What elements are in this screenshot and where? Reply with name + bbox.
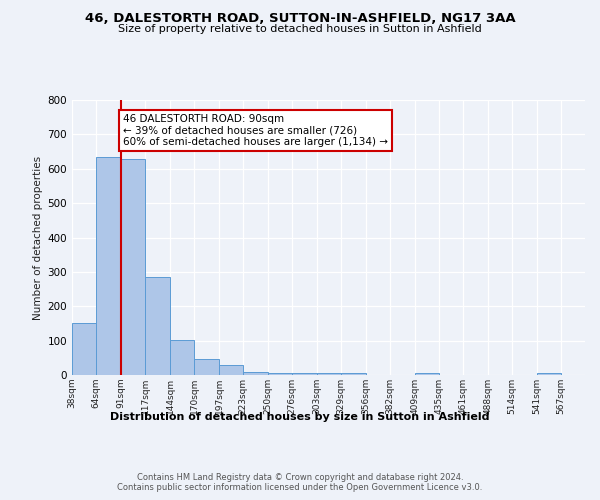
Text: Distribution of detached houses by size in Sutton in Ashfield: Distribution of detached houses by size … <box>110 412 490 422</box>
Text: 46 DALESTORTH ROAD: 90sqm
← 39% of detached houses are smaller (726)
60% of semi: 46 DALESTORTH ROAD: 90sqm ← 39% of detac… <box>123 114 388 147</box>
Bar <box>415 374 439 375</box>
Bar <box>145 276 170 375</box>
Y-axis label: Number of detached properties: Number of detached properties <box>34 156 43 320</box>
Text: 46, DALESTORTH ROAD, SUTTON-IN-ASHFIELD, NG17 3AA: 46, DALESTORTH ROAD, SUTTON-IN-ASHFIELD,… <box>85 12 515 26</box>
Bar <box>219 364 243 375</box>
Bar <box>317 374 341 375</box>
Bar <box>292 374 317 375</box>
Text: Contains public sector information licensed under the Open Government Licence v3: Contains public sector information licen… <box>118 484 482 492</box>
Bar <box>243 372 268 375</box>
Bar <box>96 158 121 375</box>
Bar <box>268 374 292 375</box>
Bar <box>121 159 145 375</box>
Bar <box>341 374 366 375</box>
Bar <box>537 374 561 375</box>
Text: Size of property relative to detached houses in Sutton in Ashfield: Size of property relative to detached ho… <box>118 24 482 34</box>
Bar <box>72 324 96 375</box>
Bar <box>194 359 219 375</box>
Bar <box>170 340 194 375</box>
Text: Contains HM Land Registry data © Crown copyright and database right 2024.: Contains HM Land Registry data © Crown c… <box>137 472 463 482</box>
